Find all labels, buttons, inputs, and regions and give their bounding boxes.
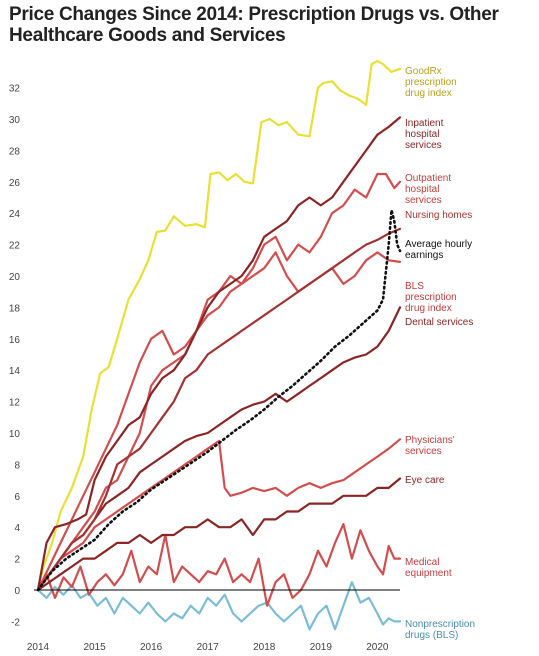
y-tick-label: 20 [9, 272, 21, 283]
outpatient-hospital-label: Outpatient hospital services [405, 173, 451, 206]
y-tick-label: 16 [9, 335, 21, 346]
x-tick-label: 2018 [253, 642, 276, 653]
medical-equipment-line [36, 522, 402, 607]
physicians-services-line [36, 438, 402, 592]
y-tick-label: 18 [9, 303, 21, 314]
y-tick-label: 30 [9, 115, 21, 126]
x-tick-label: 2019 [310, 642, 333, 653]
x-tick-label: 2016 [140, 642, 163, 653]
medical-equipment-label: Medical equipment [405, 557, 452, 579]
average-hourly-earnings-line [36, 208, 402, 592]
y-tick-label: -2 [11, 617, 20, 628]
y-tick-label: 0 [14, 586, 20, 597]
y-tick-label: 2 [14, 555, 20, 566]
goodrx-label: GoodRx prescription drug index [405, 66, 457, 99]
x-tick-label: 2017 [197, 642, 220, 653]
nursing-homes-label: Nursing homes [405, 210, 472, 221]
y-tick-label: 6 [14, 492, 20, 503]
eye-care-line [36, 477, 402, 592]
y-tick-label: 10 [9, 429, 21, 440]
y-tick-label: 24 [9, 209, 21, 220]
inpatient-hospital-label: Inpatient hospital services [405, 118, 444, 151]
physicians-services-label: Physicians' services [405, 435, 455, 457]
x-tick-label: 2020 [366, 642, 389, 653]
y-tick-label: 4 [14, 523, 20, 534]
x-tick-label: 2015 [83, 642, 106, 653]
y-tick-label: 26 [9, 178, 21, 189]
bls-prescription-line [36, 251, 402, 592]
dental-services-label: Dental services [405, 317, 473, 328]
x-tick-label: 2014 [27, 642, 50, 653]
y-tick-label: 14 [9, 366, 21, 377]
y-tick-label: 8 [14, 460, 20, 471]
bls-prescription-label: BLS prescription drug index [405, 281, 457, 314]
labels-layer: GoodRx prescription drug index Inpatient hos… [405, 66, 475, 641]
outpatient-hospital-line [36, 172, 402, 592]
y-tick-label: 32 [9, 84, 21, 95]
nursing-homes-line [36, 227, 402, 592]
chart-title: Price Changes Since 2014: Prescription D… [9, 4, 499, 46]
eye-care-label: Eye care [405, 475, 445, 486]
y-tick-label: 12 [9, 398, 21, 409]
nonprescription-drugs-label: Nonprescription drugs (BLS) [405, 619, 475, 641]
lines-layer [36, 59, 402, 631]
average-hourly-earnings-label: Average hourly earnings [405, 239, 472, 261]
inpatient-hospital-line [36, 116, 402, 592]
y-tick-label: 28 [9, 146, 21, 157]
y-tick-label: 22 [9, 241, 21, 252]
goodrx-line [36, 59, 402, 590]
dental-services-line [36, 306, 402, 592]
